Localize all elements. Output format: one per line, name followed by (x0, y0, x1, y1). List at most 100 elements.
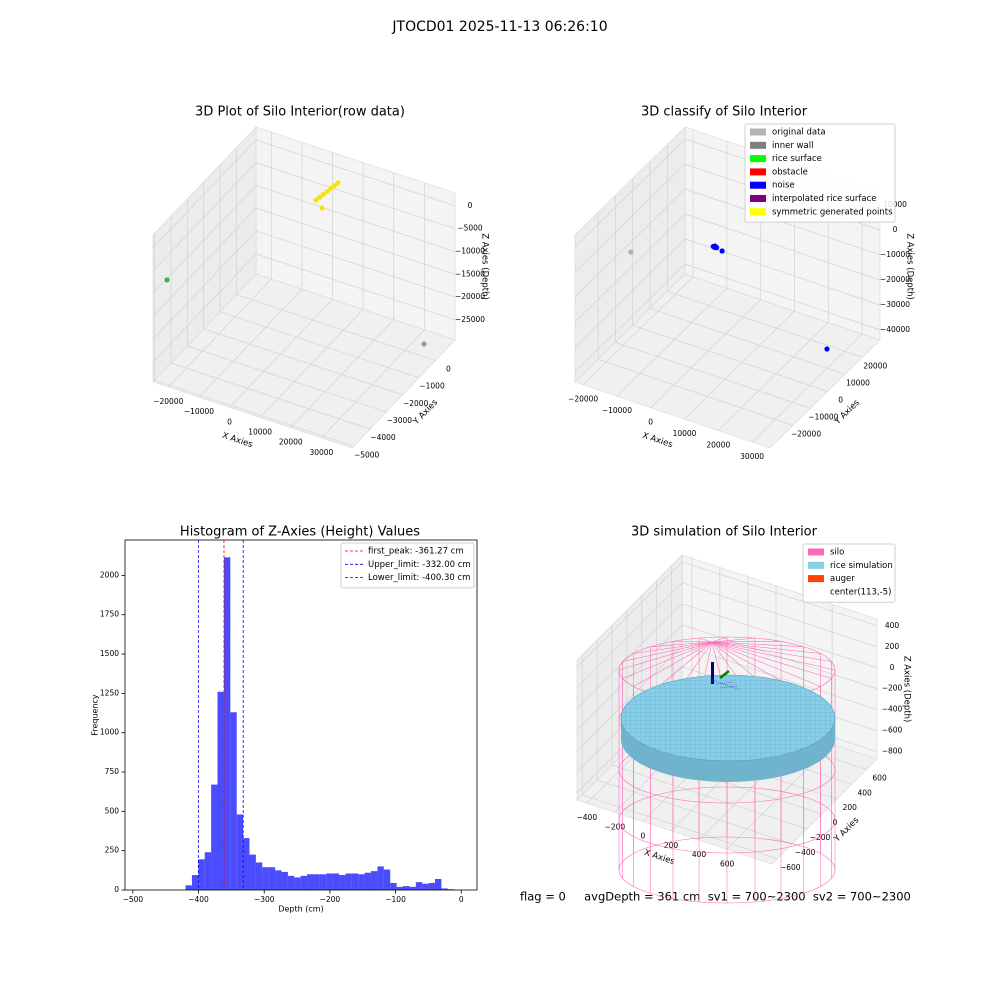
z-tick-label: −400 (882, 705, 903, 714)
legend-label: rice surface (772, 154, 822, 164)
data-point (628, 249, 634, 255)
y-tick-label: −400 (795, 848, 816, 857)
silo-roof (618, 641, 713, 671)
legend-label: symmetric generated points (772, 207, 893, 217)
histogram-bar (294, 877, 301, 890)
legend-label: noise (772, 181, 795, 191)
grid-line (321, 329, 425, 439)
y-axis-label: Frequency (91, 694, 100, 736)
auger-points (711, 679, 741, 691)
z-tick-label: −5000 (457, 224, 483, 233)
x-tick-label: 10000 (673, 429, 697, 438)
histogram-bar (211, 784, 218, 890)
histogram-bar (319, 874, 327, 890)
y-tick-label: −200 (810, 833, 831, 842)
data-point (335, 180, 341, 186)
x-tick-label: −200 (605, 822, 626, 831)
histogram-bar (434, 878, 442, 890)
histogram-bar (415, 882, 423, 890)
grid-line (667, 291, 863, 358)
grid-line (255, 207, 456, 275)
grid-line (684, 263, 881, 331)
silo-roof (711, 641, 821, 687)
legend-label: silo (830, 548, 844, 558)
data-point (317, 194, 323, 200)
legend-swatch (750, 128, 766, 136)
grid-line (198, 288, 303, 398)
legend-label: Upper_limit: -332.00 cm (368, 560, 471, 570)
grid-line (576, 582, 683, 689)
y-tick-label: 1000 (100, 728, 119, 737)
data-point (319, 205, 325, 211)
histogram-bar (371, 871, 378, 890)
grid-line (255, 162, 456, 229)
legend-swatch (808, 548, 824, 556)
y-tick-label: 2000 (100, 570, 119, 579)
grid-line (718, 322, 829, 431)
silo-roof (711, 637, 755, 643)
x-tick-label: −300 (254, 895, 275, 904)
y-tick-label: −20000 (791, 429, 821, 438)
legend-label: auger (830, 574, 855, 584)
histogram-bar (422, 883, 429, 890)
grid-line (170, 362, 371, 430)
histogram-bar (339, 875, 346, 890)
x-tick-label: 0 (648, 418, 653, 427)
legend-label: original data (772, 128, 826, 138)
chart-title: Histogram of Z-Axies (Height) Values (180, 525, 420, 540)
grid-line (684, 310, 795, 420)
y-tick-label: 0 (446, 365, 451, 374)
grid-line (684, 213, 881, 281)
histogram-bar (185, 885, 192, 890)
grid-line (229, 299, 333, 408)
grid-line (649, 308, 846, 375)
x-tick-label: 0 (227, 417, 232, 426)
z-tick-label: −20000 (455, 292, 485, 301)
histogram-bar (332, 873, 340, 890)
grid-line (611, 764, 808, 830)
plot-frame (124, 539, 478, 891)
y-tick-label: −10000 (808, 412, 838, 421)
grid-line (203, 328, 403, 396)
y-tick-label: 10000 (846, 378, 870, 387)
y-tick-label: 1250 (100, 688, 119, 697)
legend-label: obstacle (772, 167, 808, 177)
x-tick-label: −400 (188, 895, 209, 904)
z-tick-label: −25000 (455, 315, 485, 324)
grid-line (236, 294, 436, 361)
x-tick-label: 20000 (279, 438, 303, 447)
silo-roof (711, 641, 832, 679)
grid-line (290, 319, 395, 428)
z-axis-label: Z Axies (Depth) (905, 233, 915, 300)
histogram-bar (191, 875, 199, 890)
histogram-bar (275, 870, 282, 890)
z-tick-label: −10000 (455, 246, 485, 255)
x-tick-label: 10000 (248, 428, 272, 437)
grid-line (152, 253, 257, 363)
grid-line (255, 139, 456, 207)
grid-line (154, 379, 354, 447)
histogram-bar (364, 872, 372, 890)
legend-swatch (750, 195, 766, 202)
grid-line (576, 645, 683, 751)
z-axis-label: Z Axies (Depth) (480, 233, 490, 300)
legend-label: interpolated rice surface (772, 194, 877, 204)
silo-roof (622, 641, 713, 662)
grid-line (574, 213, 686, 323)
histogram-bar (390, 882, 397, 890)
z-tick-label: 0 (893, 225, 898, 234)
grid-line (219, 311, 420, 379)
legend-swatch (750, 168, 766, 176)
y-tick-label: 20000 (863, 361, 887, 370)
data-point (164, 277, 170, 283)
grid-line (255, 253, 456, 321)
grid-line (152, 185, 257, 294)
histogram-bar (396, 886, 404, 890)
histogram-bar (198, 859, 205, 890)
y-tick-label: −4000 (370, 433, 396, 442)
legend-swatch (750, 181, 766, 189)
z-tick-label: −10000 (880, 250, 910, 259)
histogram-bar (217, 691, 224, 890)
silo-roof (711, 641, 832, 662)
